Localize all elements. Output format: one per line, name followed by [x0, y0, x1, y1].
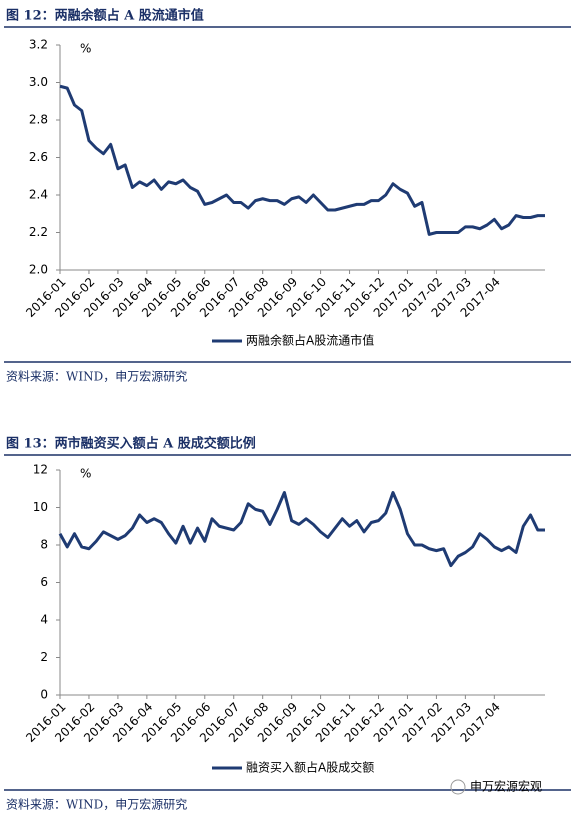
y-tick-label: 2.8	[29, 113, 48, 127]
y-tick-label: 2	[40, 650, 48, 664]
watermark: 申万宏源宏观	[470, 779, 542, 794]
y-tick-label: 2.6	[29, 150, 48, 164]
y-tick-label: 3.0	[29, 75, 48, 89]
y-tick-label: 12	[33, 463, 48, 477]
watermark-icon	[450, 779, 466, 795]
y-tick-label: 6	[40, 575, 48, 589]
figure-title: 图 13：两市融资买入额占 A 股成交额比例	[6, 436, 256, 452]
data-line	[58, 491, 545, 568]
y-tick-label: 4	[40, 613, 48, 627]
y-tick-label: 10	[33, 500, 48, 514]
source-note: 资料来源：WIND，申万宏源研究	[6, 369, 187, 384]
y-tick-label: 3.2	[29, 38, 48, 52]
unit-label: %	[80, 467, 91, 481]
source-note: 资料来源：WIND，申万宏源研究	[6, 797, 187, 812]
legend-label: 两融余额占A股流通市值	[246, 333, 374, 348]
y-tick-label: 2.2	[29, 225, 48, 239]
figure-title: 图 12：两融余额占 A 股流通市值	[6, 8, 204, 24]
legend-label: 融资买入额占A股成交额	[246, 760, 374, 775]
data-line	[59, 84, 545, 236]
y-tick-label: 2.0	[29, 263, 48, 277]
y-tick-label: 0	[40, 688, 48, 702]
y-tick-label: 2.4	[29, 188, 48, 202]
unit-label: %	[80, 42, 91, 56]
y-tick-label: 8	[40, 538, 48, 552]
